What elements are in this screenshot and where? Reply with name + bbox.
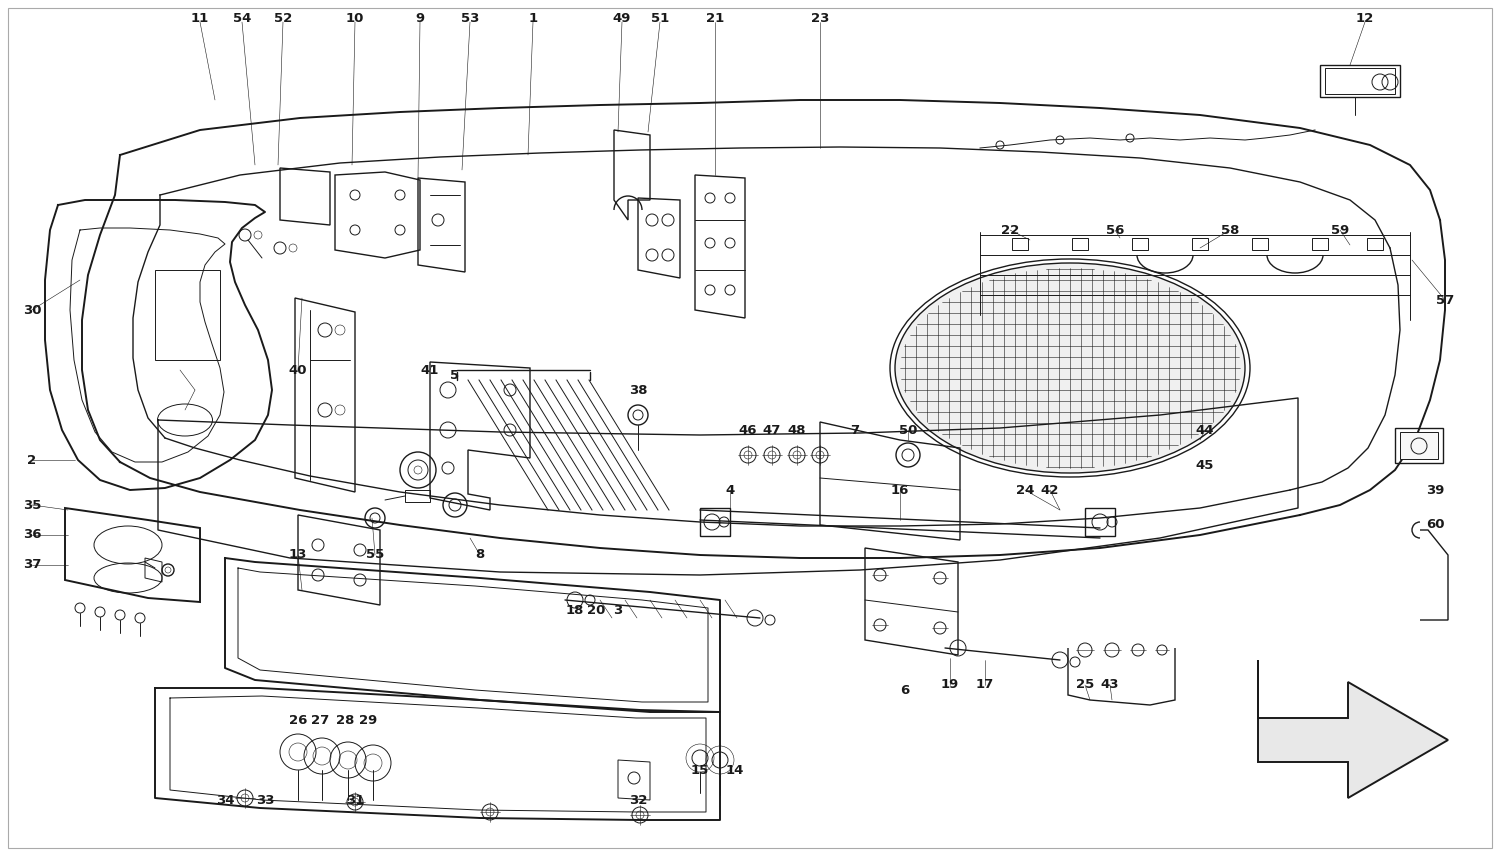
Text: 15: 15 [692,764,709,776]
Text: 7: 7 [850,424,859,437]
Text: 31: 31 [346,794,364,806]
Bar [1395,428,1443,463]
Text: 54: 54 [232,11,250,25]
Ellipse shape [896,263,1245,473]
Text: 32: 32 [628,794,646,806]
Bar [1366,238,1383,250]
Text: 18: 18 [566,603,584,616]
Bar [700,508,730,536]
Text: 5: 5 [450,368,459,382]
Bar [1013,238,1028,250]
Text: 41: 41 [422,364,440,377]
Bar [405,490,430,502]
Text: 50: 50 [898,424,916,437]
Bar [154,270,220,360]
Text: 39: 39 [1426,484,1444,496]
Text: 16: 16 [891,484,909,496]
Text: 48: 48 [788,424,807,437]
Bar [1192,238,1208,250]
Polygon shape [1258,660,1448,798]
Text: 42: 42 [1041,484,1059,496]
Text: 37: 37 [22,558,40,572]
Text: 36: 36 [22,528,42,542]
Text: 53: 53 [460,11,478,25]
Text: 3: 3 [614,603,622,616]
Text: 46: 46 [738,424,758,437]
Text: 58: 58 [1221,223,1239,236]
Text: 26: 26 [290,714,308,727]
Text: 55: 55 [366,549,384,562]
Text: 8: 8 [476,549,484,562]
Text: 20: 20 [586,603,604,616]
Text: 1: 1 [528,11,537,25]
Text: 17: 17 [976,679,994,692]
Bar [1252,238,1268,250]
Text: 23: 23 [812,11,830,25]
Text: 2: 2 [27,454,36,467]
Bar [1072,238,1088,250]
Text: 44: 44 [1196,424,1215,437]
Text: 22: 22 [1000,223,1018,236]
Text: 9: 9 [416,11,424,25]
Bar [1084,508,1114,536]
Text: 27: 27 [310,714,328,727]
Bar [1400,432,1438,459]
Text: 29: 29 [358,714,376,727]
Text: 59: 59 [1330,223,1348,236]
Text: 49: 49 [614,11,632,25]
Text: 13: 13 [290,549,308,562]
Text: 28: 28 [336,714,354,727]
Text: 30: 30 [22,304,42,317]
Text: 38: 38 [628,383,648,396]
Text: 25: 25 [1076,679,1094,692]
Text: 21: 21 [706,11,724,25]
Text: 57: 57 [1436,294,1454,306]
Text: 6: 6 [900,683,909,697]
Text: 43: 43 [1101,679,1119,692]
Text: 52: 52 [274,11,292,25]
Text: 12: 12 [1356,11,1374,25]
Bar [1312,238,1328,250]
Text: 40: 40 [288,364,308,377]
Bar [1320,65,1400,97]
Text: 24: 24 [1016,484,1034,496]
Text: 10: 10 [346,11,364,25]
Text: 11: 11 [190,11,208,25]
Text: 51: 51 [651,11,669,25]
Text: 60: 60 [1425,519,1444,532]
Bar [1132,238,1148,250]
Text: 33: 33 [255,794,274,806]
Text: 34: 34 [216,794,234,806]
Text: 19: 19 [940,679,958,692]
Text: 56: 56 [1106,223,1124,236]
Text: 45: 45 [1196,459,1214,472]
Text: 4: 4 [726,484,735,496]
Text: 35: 35 [22,498,40,512]
Bar [1324,68,1395,94]
Text: 14: 14 [726,764,744,776]
Text: 47: 47 [764,424,782,437]
